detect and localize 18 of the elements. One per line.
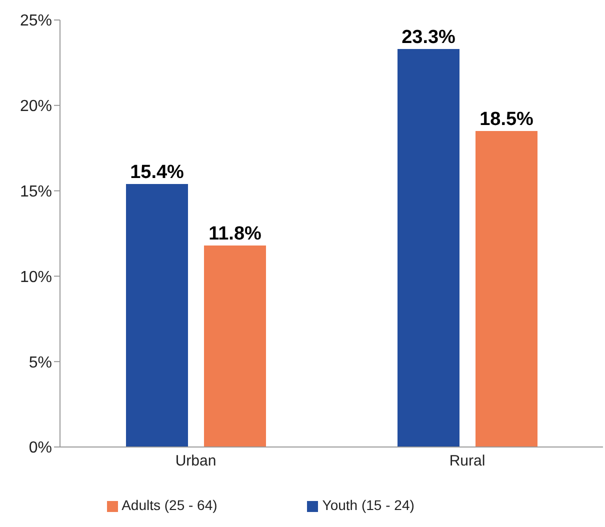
y-tick-label: 25% — [20, 12, 52, 30]
bar — [398, 49, 460, 447]
y-tick-label: 20% — [20, 98, 52, 116]
y-tick-label: 10% — [20, 268, 52, 286]
legend-label: Youth (15 - 24) — [322, 497, 414, 513]
y-tick-label: 15% — [20, 183, 52, 200]
data-label: 11.8% — [208, 223, 262, 244]
y-tick-label: 0% — [28, 440, 52, 457]
x-tick-label: Urban — [175, 452, 216, 470]
data-label: 15.4% — [130, 162, 184, 183]
bar — [204, 245, 266, 447]
bar — [476, 131, 538, 447]
legend-label: Adults (25 - 64) — [122, 497, 218, 513]
bar — [126, 184, 188, 447]
y-tick-label: 5% — [28, 354, 52, 372]
x-tick-label: Rural — [449, 452, 486, 470]
data-label: 23.3% — [402, 27, 456, 48]
data-label: 18.5% — [480, 109, 534, 130]
